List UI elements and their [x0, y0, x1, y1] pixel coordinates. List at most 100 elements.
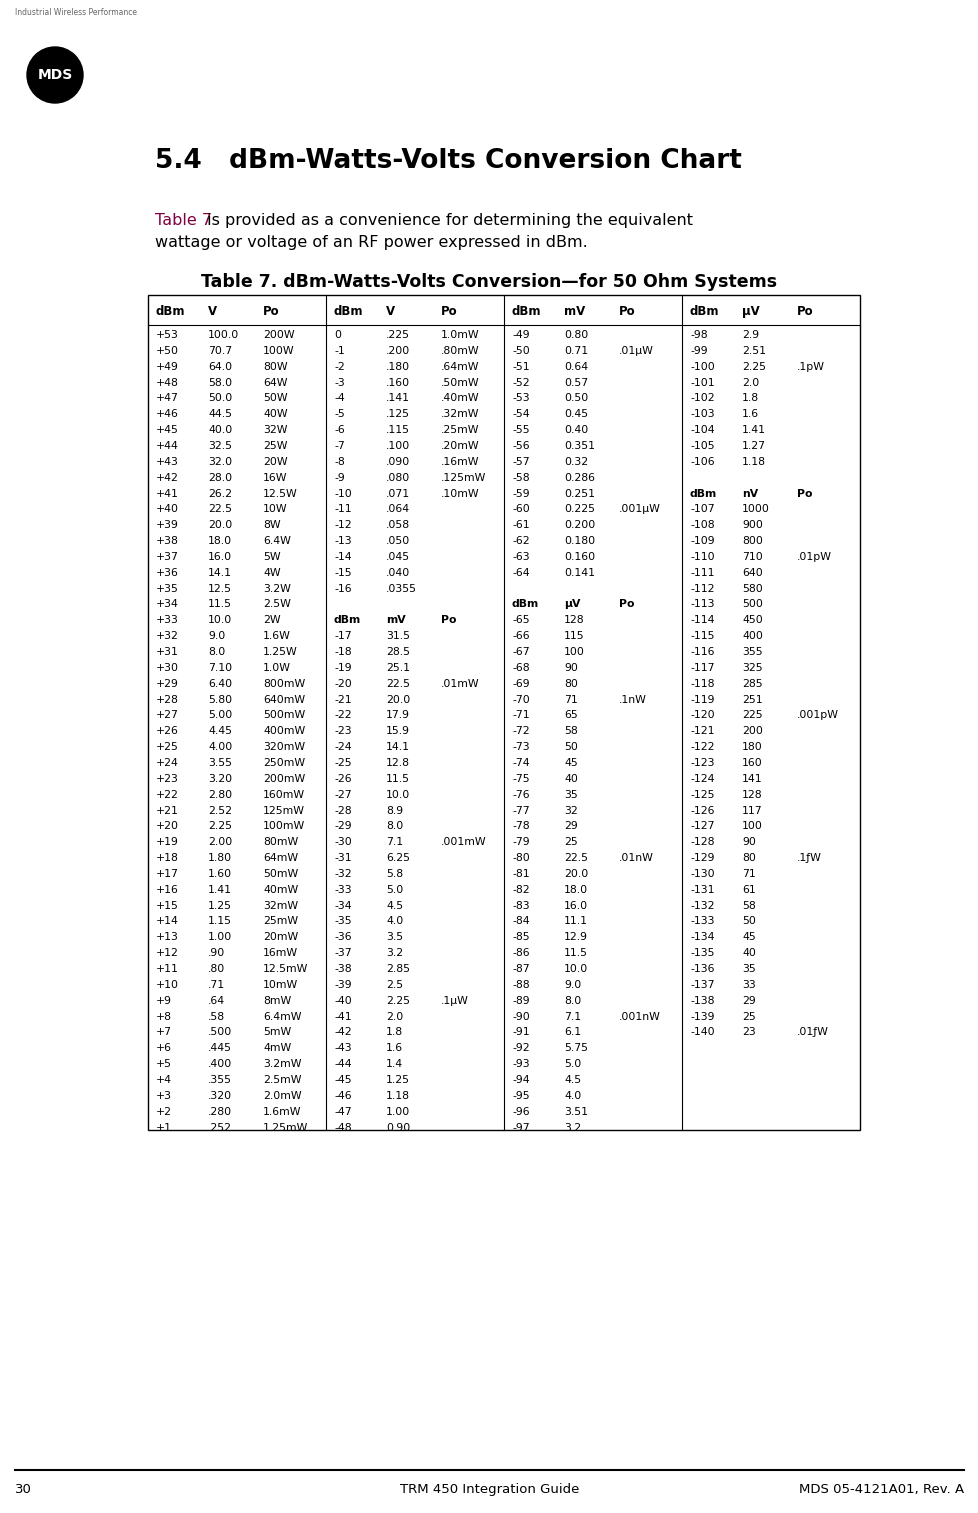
- Text: 4.45: 4.45: [207, 726, 232, 737]
- Text: 58.0: 58.0: [207, 378, 232, 387]
- Text: -129: -129: [689, 853, 714, 862]
- Text: .225: .225: [385, 330, 410, 340]
- Text: Industrial Wireless Performance: Industrial Wireless Performance: [15, 8, 137, 17]
- Text: .0355: .0355: [385, 584, 417, 593]
- Text: .064: .064: [385, 504, 410, 514]
- Text: -32: -32: [333, 868, 351, 879]
- Text: MDS 05-4121A01, Rev. A: MDS 05-4121A01, Rev. A: [798, 1483, 963, 1496]
- Text: 4.0: 4.0: [563, 1091, 581, 1101]
- Text: 80mW: 80mW: [263, 837, 298, 847]
- Text: -126: -126: [689, 805, 714, 816]
- Text: 40mW: 40mW: [263, 885, 298, 894]
- Text: 2W: 2W: [263, 616, 281, 625]
- Text: -108: -108: [689, 520, 714, 530]
- Text: 20W: 20W: [263, 457, 288, 468]
- Text: .1pW: .1pW: [796, 362, 824, 372]
- Text: 11.5: 11.5: [207, 599, 232, 610]
- Text: μV: μV: [741, 306, 759, 318]
- Text: -8: -8: [333, 457, 344, 468]
- Text: 6.25: 6.25: [385, 853, 410, 862]
- Text: 70.7: 70.7: [207, 346, 232, 356]
- Text: 8.9: 8.9: [385, 805, 403, 816]
- Text: -76: -76: [511, 790, 529, 800]
- Text: -26: -26: [333, 773, 351, 784]
- Text: +18: +18: [156, 853, 179, 862]
- Text: 1.18: 1.18: [741, 457, 765, 468]
- Text: 200: 200: [741, 726, 762, 737]
- Text: .32mW: .32mW: [440, 409, 479, 419]
- Text: 71: 71: [741, 868, 755, 879]
- Text: 65: 65: [563, 711, 577, 720]
- Text: 10.0: 10.0: [563, 964, 588, 974]
- Text: -116: -116: [689, 648, 714, 657]
- Text: .160: .160: [385, 378, 410, 387]
- Text: 2.5mW: 2.5mW: [263, 1074, 301, 1085]
- Text: 8.0: 8.0: [563, 996, 581, 1006]
- Text: 14.1: 14.1: [385, 741, 410, 752]
- Text: +20: +20: [156, 822, 179, 831]
- Text: .125: .125: [385, 409, 410, 419]
- Text: 3.5: 3.5: [385, 932, 403, 943]
- Text: -130: -130: [689, 868, 714, 879]
- Text: +27: +27: [156, 711, 179, 720]
- Text: 1.8: 1.8: [385, 1027, 403, 1038]
- Text: -17: -17: [333, 631, 351, 642]
- Text: +12: +12: [156, 949, 179, 958]
- Text: 12.8: 12.8: [385, 758, 410, 769]
- Text: 225: 225: [741, 711, 762, 720]
- Text: 1.0W: 1.0W: [263, 663, 290, 673]
- Text: +2: +2: [156, 1106, 172, 1117]
- Text: 35: 35: [563, 790, 577, 800]
- Text: 1.6: 1.6: [741, 409, 758, 419]
- Text: 28.5: 28.5: [385, 648, 410, 657]
- Text: 8.0: 8.0: [385, 822, 403, 831]
- Text: 800mW: 800mW: [263, 679, 305, 688]
- Text: 3.20: 3.20: [207, 773, 232, 784]
- Text: 80: 80: [563, 679, 577, 688]
- Text: 1.80: 1.80: [207, 853, 232, 862]
- Text: +43: +43: [156, 457, 179, 468]
- Text: .001μW: .001μW: [618, 504, 660, 514]
- Text: .100: .100: [385, 440, 410, 451]
- Text: 3.2W: 3.2W: [263, 584, 290, 593]
- Text: 0.57: 0.57: [563, 378, 588, 387]
- Text: -55: -55: [511, 425, 529, 436]
- Text: +17: +17: [156, 868, 179, 879]
- Text: 100W: 100W: [263, 346, 294, 356]
- Text: 12.5mW: 12.5mW: [263, 964, 308, 974]
- Text: 1.0mW: 1.0mW: [440, 330, 479, 340]
- Text: 0.40: 0.40: [563, 425, 588, 436]
- Text: -67: -67: [511, 648, 529, 657]
- Text: 50W: 50W: [263, 393, 288, 404]
- Text: 2.5W: 2.5W: [263, 599, 290, 610]
- Text: 1.41: 1.41: [741, 425, 765, 436]
- Text: -21: -21: [333, 694, 351, 705]
- Text: +11: +11: [156, 964, 179, 974]
- Text: 100: 100: [741, 822, 762, 831]
- Text: dBm: dBm: [511, 306, 541, 318]
- Text: 3.51: 3.51: [563, 1106, 588, 1117]
- Text: -20: -20: [333, 679, 351, 688]
- Text: -100: -100: [689, 362, 714, 372]
- Text: 12.5: 12.5: [207, 584, 232, 593]
- Text: +10: +10: [156, 980, 179, 990]
- Text: 32: 32: [563, 805, 577, 816]
- Text: 180: 180: [741, 741, 762, 752]
- Text: -112: -112: [689, 584, 714, 593]
- Text: -18: -18: [333, 648, 351, 657]
- Text: 2.0: 2.0: [741, 378, 759, 387]
- Text: 2.85: 2.85: [385, 964, 410, 974]
- Text: 25.1: 25.1: [385, 663, 410, 673]
- Text: -1: -1: [333, 346, 344, 356]
- Text: MDS: MDS: [37, 68, 72, 82]
- Text: 40.0: 40.0: [207, 425, 232, 436]
- Text: -131: -131: [689, 885, 714, 894]
- Text: 128: 128: [563, 616, 584, 625]
- Text: .01nW: .01nW: [618, 853, 653, 862]
- Text: 25mW: 25mW: [263, 917, 298, 926]
- Text: -16: -16: [333, 584, 351, 593]
- Text: .040: .040: [385, 567, 410, 578]
- Text: .71: .71: [207, 980, 225, 990]
- Text: .400: .400: [207, 1059, 232, 1070]
- Text: V: V: [385, 306, 395, 318]
